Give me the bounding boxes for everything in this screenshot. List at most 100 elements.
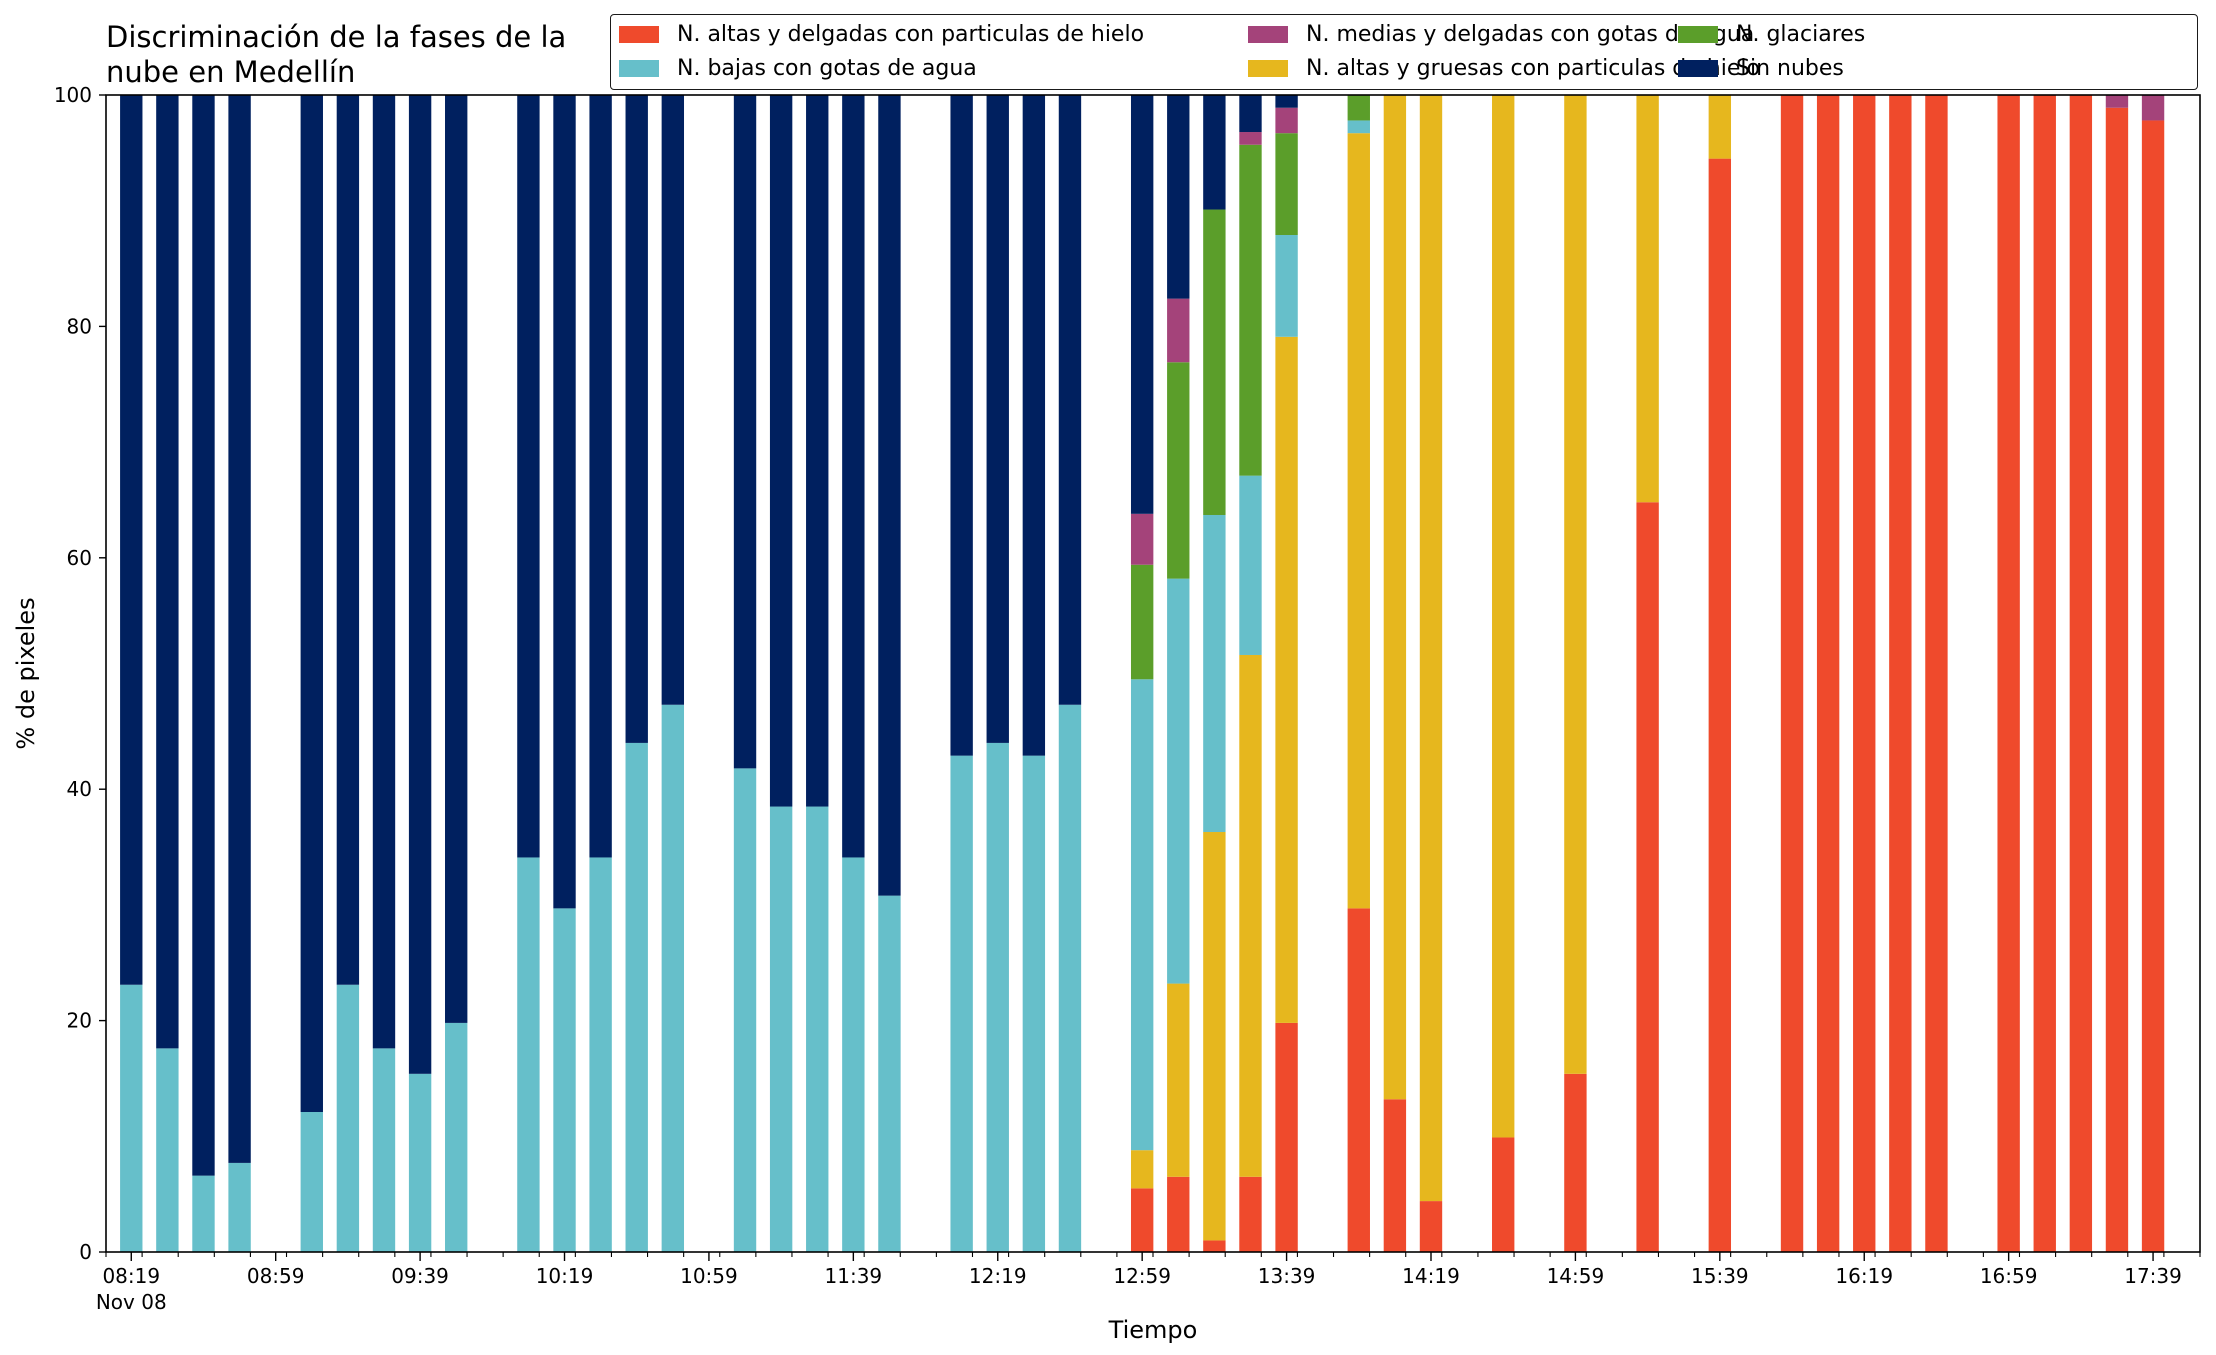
x-tick-label: 17:39 (2124, 1264, 2182, 1288)
bar-segment-5-0 (120, 95, 142, 985)
bar-segment-2-2 (192, 1176, 214, 1252)
bar-segment-0-37 (1853, 95, 1875, 1252)
bar-segment-5-27 (1275, 95, 1297, 108)
bar-segment-0-23 (1131, 1188, 1153, 1252)
bar-segment-0-38 (1889, 95, 1911, 1252)
bar-segment-4-43 (2106, 95, 2128, 108)
x-tick-label: 10:59 (680, 1264, 738, 1288)
bar-segment-4-23 (1131, 514, 1153, 565)
legend-swatch (1248, 26, 1288, 43)
bar-segment-2-5 (337, 985, 359, 1252)
bar-segment-3-28 (1348, 95, 1370, 120)
bar-segment-3-24 (1167, 362, 1189, 578)
bar-segment-1-34 (1709, 95, 1731, 159)
bar-segment-2-15 (770, 807, 792, 1252)
legend-label: N. glaciares (1736, 22, 1865, 47)
x-tick-label: 08:59 (247, 1264, 305, 1288)
bar-segment-5-18 (878, 95, 900, 896)
bar-segment-0-35 (1781, 95, 1803, 1252)
legend-swatch (619, 26, 659, 43)
bar-segment-5-17 (842, 95, 864, 857)
bar-segment-0-32 (1564, 1074, 1586, 1252)
legend-swatch (1248, 60, 1288, 77)
bar-segment-2-24 (1167, 579, 1189, 984)
bar-segment-5-2 (192, 95, 214, 1176)
bar-segment-3-23 (1131, 565, 1153, 680)
bar-segment-2-7 (409, 1074, 431, 1252)
bar-segment-0-24 (1167, 1177, 1189, 1252)
bar-segment-5-1 (156, 95, 178, 1048)
bar-segment-4-26 (1239, 132, 1261, 145)
legend-entry-2: N. bajas con gotas de agua (619, 51, 977, 85)
bar-segment-5-22 (1059, 95, 1081, 705)
legend-label: Sin nubes (1736, 56, 1844, 81)
bar-segment-0-44 (2142, 120, 2164, 1252)
legend-entry-3: N. glaciares (1678, 17, 1865, 51)
bar-segment-3-27 (1275, 133, 1297, 235)
x-tick-label: 12:59 (1113, 1264, 1171, 1288)
y-tick-label: 60 (67, 546, 92, 570)
bar-segment-0-42 (2070, 95, 2092, 1252)
y-axis-label: % de pixeles (12, 597, 40, 749)
bar-segment-1-33 (1636, 95, 1658, 502)
bar-segment-5-5 (337, 95, 359, 985)
bar-segment-5-7 (409, 95, 431, 1074)
bar-segment-1-23 (1131, 1150, 1153, 1188)
bar-segment-5-11 (589, 95, 611, 857)
bar-segment-5-16 (806, 95, 828, 807)
bar-segment-5-23 (1131, 95, 1153, 514)
legend-entry-0: N. altas y delgadas con particulas de hi… (619, 17, 1144, 51)
bar-segment-5-12 (626, 95, 648, 743)
bar-segment-3-25 (1203, 210, 1225, 515)
bar-segment-2-10 (553, 908, 575, 1252)
bar-segment-5-4 (301, 95, 323, 1112)
y-tick-label: 80 (67, 314, 92, 338)
bar-segment-2-1 (156, 1048, 178, 1252)
bar-segment-2-17 (842, 857, 864, 1252)
bar-segment-1-28 (1348, 133, 1370, 908)
bar-segment-5-26 (1239, 95, 1261, 132)
bar-segment-2-25 (1203, 515, 1225, 832)
bar-segment-2-22 (1059, 705, 1081, 1252)
bar-segment-2-6 (373, 1048, 395, 1252)
bar-segment-2-11 (589, 857, 611, 1252)
bar-segment-2-27 (1275, 235, 1297, 337)
bar-segment-3-26 (1239, 145, 1261, 476)
x-tick-label: 09:39 (391, 1264, 449, 1288)
x-tick-label: 14:59 (1547, 1264, 1605, 1288)
bar-segment-2-18 (878, 896, 900, 1252)
bar-segment-0-36 (1817, 95, 1839, 1252)
bar-segment-1-31 (1492, 95, 1514, 1137)
bar-segment-4-44 (2142, 95, 2164, 120)
legend: N. altas y delgadas con particulas de hi… (610, 14, 2198, 90)
bar-segment-2-4 (301, 1112, 323, 1252)
bar-segment-5-24 (1167, 95, 1189, 299)
legend-entry-5: Sin nubes (1678, 51, 1844, 85)
bar-segment-0-29 (1384, 1099, 1406, 1252)
legend-swatch (619, 60, 659, 77)
chart-title: Discriminación de la fases de la nube en… (106, 20, 626, 90)
bar-segment-0-25 (1203, 1240, 1225, 1252)
bar-segment-5-14 (734, 95, 756, 768)
bar-segment-5-10 (553, 95, 575, 908)
x-tick-sublabel: Nov 08 (96, 1290, 167, 1314)
bar-segment-0-30 (1420, 1201, 1442, 1252)
bar-segment-2-12 (626, 743, 648, 1252)
y-tick-label: 20 (67, 1009, 92, 1033)
x-tick-label: 15:39 (1691, 1264, 1749, 1288)
legend-swatch (1678, 60, 1718, 77)
y-tick-label: 0 (79, 1240, 92, 1264)
bar-segment-2-28 (1348, 120, 1370, 133)
x-tick-label: 10:19 (536, 1264, 594, 1288)
bar-segment-0-31 (1492, 1137, 1514, 1252)
bar-segment-4-27 (1275, 108, 1297, 133)
bar-segment-0-40 (1997, 95, 2019, 1252)
x-tick-label: 14:19 (1402, 1264, 1460, 1288)
bar-segment-2-20 (987, 743, 1009, 1252)
y-tick-label: 100 (54, 83, 92, 107)
bar-segment-2-13 (662, 705, 684, 1252)
bar-segment-5-25 (1203, 95, 1225, 210)
x-tick-label: 12:19 (969, 1264, 1027, 1288)
bar-segment-5-3 (228, 95, 250, 1163)
bar-segment-0-33 (1636, 502, 1658, 1252)
